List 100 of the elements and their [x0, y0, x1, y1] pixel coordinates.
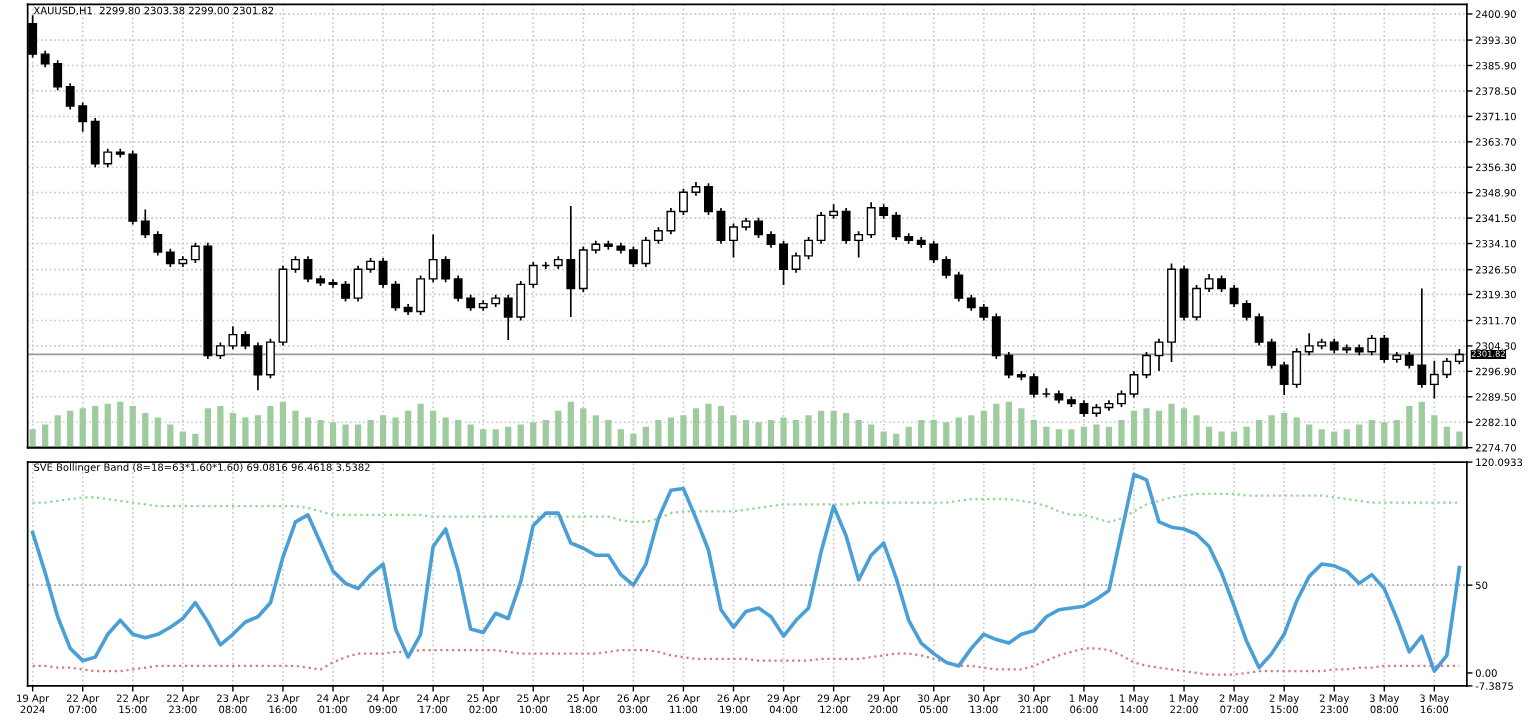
bar [1030, 419, 1037, 448]
bar [279, 401, 287, 448]
bar [605, 419, 612, 448]
bar [430, 410, 437, 448]
bar [217, 406, 224, 448]
bar [1456, 431, 1463, 448]
bar [1443, 426, 1450, 448]
bar [1331, 431, 1338, 448]
line-series [31, 647, 1461, 676]
bar [367, 419, 374, 448]
bar [1105, 426, 1113, 448]
candlestick [716, 207, 726, 245]
bar [517, 424, 524, 448]
bar [705, 403, 712, 448]
bar [455, 419, 462, 448]
bar [968, 415, 975, 448]
bar [692, 408, 700, 448]
bar [955, 417, 962, 448]
bar [242, 417, 249, 448]
bar [1318, 429, 1325, 448]
candlestick [729, 222, 738, 259]
bar [442, 417, 449, 448]
bar [630, 433, 637, 448]
bar [1180, 408, 1188, 448]
bar [930, 419, 937, 448]
bar [642, 426, 650, 448]
bar [1168, 403, 1175, 448]
bar [92, 406, 99, 448]
bar [868, 424, 875, 448]
bar [229, 412, 237, 448]
bar [817, 410, 825, 448]
bar [1155, 410, 1163, 448]
bar [1043, 426, 1050, 448]
bar [1080, 426, 1088, 448]
bar [392, 417, 399, 448]
line-series [30, 472, 1462, 673]
bar [1343, 429, 1350, 448]
bar [1218, 431, 1225, 448]
bar [617, 429, 624, 448]
bar [204, 408, 211, 448]
candlestick [303, 255, 313, 284]
bar [1418, 401, 1425, 448]
bar [918, 419, 925, 448]
bar [1230, 431, 1238, 448]
bar [1143, 408, 1150, 448]
bar [1406, 406, 1413, 448]
bar [767, 419, 775, 448]
bar [167, 424, 174, 448]
bar [843, 412, 850, 448]
bar [880, 431, 887, 448]
bar [404, 410, 412, 448]
bar [379, 415, 387, 448]
bar [1118, 419, 1125, 448]
bar [292, 410, 299, 448]
bar [42, 424, 49, 448]
candlestick [1129, 370, 1139, 399]
bar [592, 415, 599, 448]
bar [1281, 412, 1288, 448]
bar [993, 403, 1000, 448]
bar [555, 410, 562, 448]
bar [54, 415, 61, 448]
bar [1356, 424, 1363, 448]
candlestick [779, 239, 789, 286]
bar [730, 415, 737, 448]
candlestick [1192, 284, 1202, 322]
bar [1368, 419, 1375, 448]
bar [805, 415, 812, 448]
bar [792, 419, 800, 448]
bar [530, 422, 537, 448]
bar [342, 424, 349, 448]
bar [1018, 408, 1025, 448]
candlestick [678, 188, 688, 216]
bar [717, 406, 725, 448]
bar [1306, 424, 1313, 448]
bar [655, 419, 662, 448]
bar [1193, 415, 1200, 448]
bar [29, 429, 36, 448]
bar [467, 424, 474, 448]
bar [1093, 424, 1100, 448]
candlestick [265, 337, 275, 380]
candlestick [353, 265, 363, 303]
bar [1381, 422, 1388, 448]
bar [980, 410, 987, 448]
candlestick [1179, 265, 1189, 322]
bar [905, 426, 912, 448]
bar [354, 424, 362, 448]
candlestick [1154, 337, 1164, 372]
bar [943, 422, 950, 448]
bar [142, 412, 149, 448]
bar [855, 419, 862, 448]
bar [254, 415, 262, 448]
bar [505, 426, 512, 448]
bar [1393, 419, 1400, 448]
bar [542, 419, 549, 448]
bar [1256, 419, 1263, 448]
bar [1130, 410, 1138, 448]
bar [117, 401, 124, 448]
candlestick [704, 182, 713, 216]
line-series [31, 492, 1461, 524]
bar [79, 408, 86, 448]
